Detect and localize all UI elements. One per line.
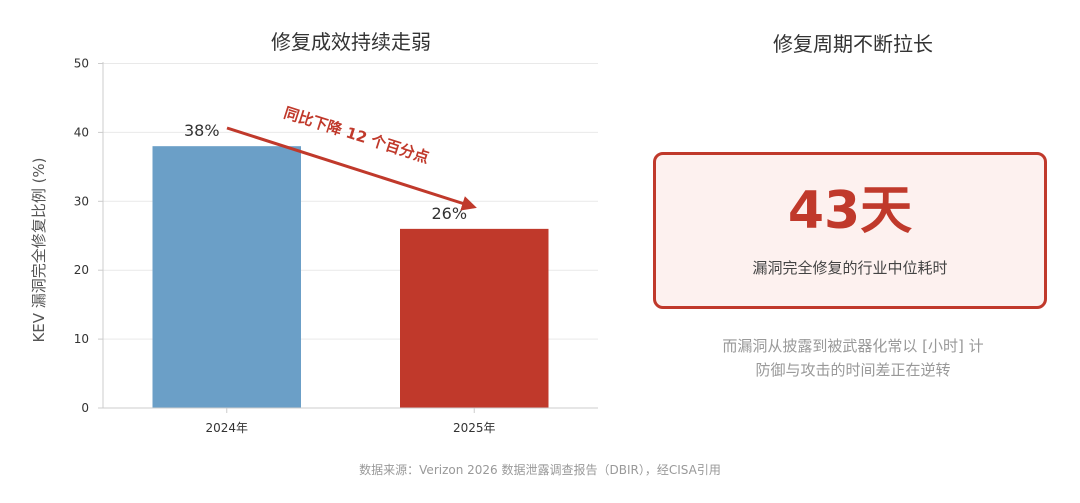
stat-panel-title: 修复周期不断拉长	[773, 32, 933, 56]
stat-value: 43天	[787, 181, 913, 241]
decline-arrow	[226, 126, 477, 211]
stat-caption: 漏洞完全修复的行业中位耗时	[752, 259, 948, 277]
y-tick-label: 0	[81, 401, 89, 415]
y-tick-label: 40	[74, 125, 89, 139]
chart-title: 修复成效持续走弱	[271, 30, 431, 54]
data-label-1: 38%	[184, 121, 220, 140]
data-label-2: 26%	[431, 204, 467, 223]
y-tick-label: 20	[74, 263, 89, 277]
y-ticks: 0 10 20 30 40 50	[74, 57, 103, 415]
bars: 38% 26%	[152, 121, 549, 408]
decline-annotation: 同比下降 12 个百分点	[282, 104, 432, 167]
y-axis-label: KEV 漏洞完全修复比例 (%)	[30, 157, 48, 342]
bar-1	[152, 146, 301, 408]
y-tick-label: 10	[74, 332, 89, 346]
y-tick-label: 50	[74, 57, 89, 71]
stat-box: 43天 漏洞完全修复的行业中位耗时	[653, 152, 1047, 309]
note-line-2: 防御与攻击的时间差正在逆转	[755, 361, 951, 379]
note: 而漏洞从披露到被武器化常以 [小时] 计 防御与攻击的时间差正在逆转	[653, 334, 1053, 382]
x-ticks: 2024年 2025年	[205, 408, 496, 435]
source-note: 数据来源：Verizon 2026 数据泄露调查报告（DBIR），经CISA引用	[359, 463, 721, 477]
note-line-1: 而漏洞从披露到被武器化常以 [小时] 计	[722, 337, 984, 355]
bar-2	[400, 228, 549, 408]
x-tick-label: 2024年	[205, 421, 248, 435]
y-tick-label: 30	[74, 194, 89, 208]
x-tick-label: 2025年	[453, 421, 496, 435]
